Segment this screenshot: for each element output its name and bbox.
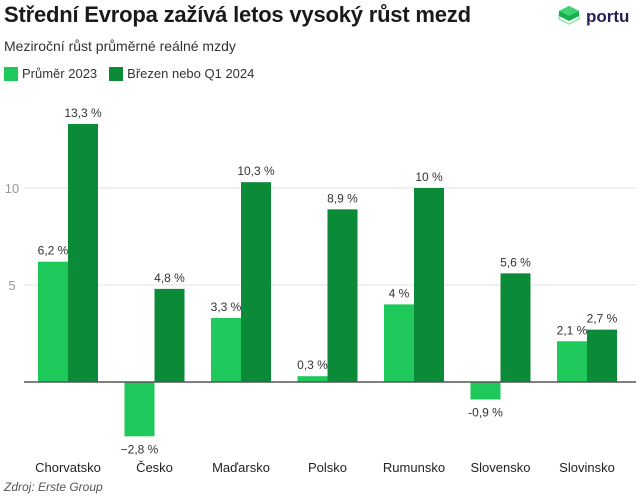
chart-subtitle: Meziroční růst průměrné reálné mzdy [4,38,236,54]
logo-text: portu [586,7,630,26]
data-label: 4,8 % [154,271,185,285]
y-tick-label: 10 [5,181,19,196]
data-label: 4 % [389,286,410,300]
legend: Průměr 2023 Březen nebo Q1 2024 [4,66,254,81]
bar [470,382,501,400]
bar [327,209,358,382]
bar [384,304,414,382]
bar [154,288,185,382]
data-label: 3,3 % [211,300,242,314]
data-label: −2,8 % [121,442,159,456]
bar [587,329,617,382]
data-label: 10,3 % [237,164,275,178]
bar [557,341,587,382]
x-category-label: Chorvatsko [35,460,101,475]
legend-item-series-1: Průměr 2023 [4,66,97,81]
bar [500,273,531,382]
bar [211,317,241,382]
data-label: 0,3 % [297,358,328,372]
x-category-label: Česko [136,460,173,475]
y-tick-label: 5 [8,278,15,293]
source-note: Zdroj: Erste Group [4,480,103,494]
bar [414,188,444,382]
bar [297,376,328,382]
x-category-label: Slovensko [471,460,531,475]
x-category-label: Rumunsko [383,460,445,475]
data-label: 5,6 % [500,255,531,269]
data-label: 10 % [415,170,443,184]
page-title: Střední Evropa zažívá letos vysoký růst … [4,2,471,27]
x-category-label: Slovinsko [559,460,615,475]
bar [124,382,155,437]
legend-swatch [4,66,18,81]
bar [241,182,271,382]
data-label: 2,7 % [587,312,618,326]
legend-label: Březen nebo Q1 2024 [127,66,255,81]
data-label: 8,9 % [327,191,358,205]
bar [68,123,98,382]
data-label: 2,1 % [557,323,588,337]
legend-item-series-2: Březen nebo Q1 2024 [109,66,254,81]
legend-label: Průměr 2023 [22,66,98,81]
x-category-label: Maďarsko [212,460,270,475]
legend-swatch [109,66,124,81]
data-label: -0,9 % [468,405,503,419]
portu-logo: portu [556,4,629,30]
bar [38,261,68,382]
data-label: 6,2 % [38,244,69,258]
portu-logo-icon [558,6,580,25]
x-category-label: Polsko [308,460,347,475]
data-label: 13,3 % [64,106,102,120]
